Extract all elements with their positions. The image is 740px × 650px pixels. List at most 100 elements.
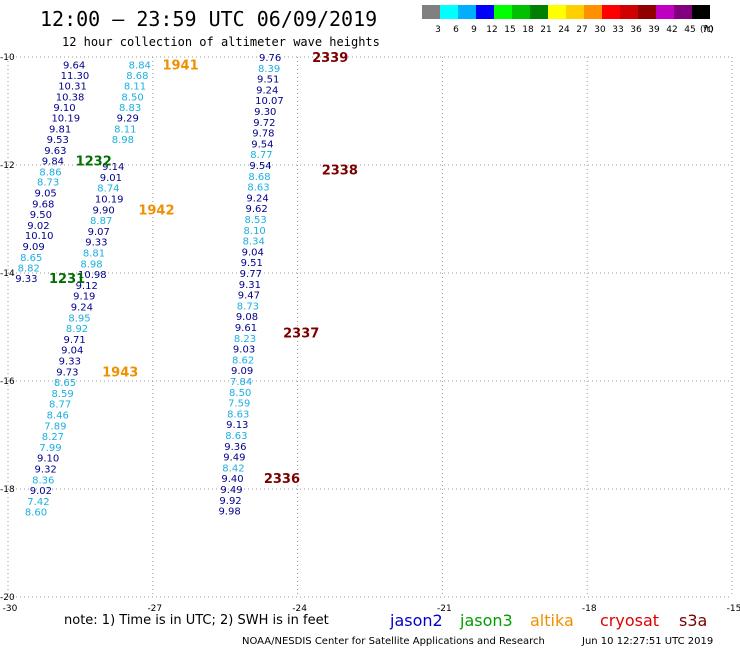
wave-height-value: 8.63 [227, 409, 249, 420]
wave-height-value: 8.98 [112, 135, 134, 146]
wave-height-value: 9.92 [219, 496, 241, 507]
wave-height-value: 9.68 [32, 199, 54, 210]
pass-time-label: 1943 [102, 365, 138, 380]
wave-height-value: 9.40 [221, 474, 243, 485]
wave-height-value: 9.14 [102, 162, 124, 173]
wave-height-value: 8.86 [39, 167, 61, 178]
legend-tick-label: 30 [594, 25, 606, 35]
wave-height-value: 8.68 [248, 172, 270, 183]
satellite-legend: jason2 jason3 altika cryosat s3a [389, 611, 707, 630]
wave-height-value: 9.33 [15, 274, 37, 285]
legend-swatch [620, 5, 638, 19]
wave-height-value: 9.09 [22, 242, 44, 253]
latitude-label: -10 [0, 53, 15, 63]
axis-labels: -30 -27 -24 -21 -18 -15 -10 -12 -14 -16 -18 -20 [0, 53, 740, 614]
longitude-label: -30 [3, 604, 18, 614]
wave-height-value: 7.42 [27, 497, 49, 508]
legend-swatch [458, 5, 476, 19]
legend-swatch [566, 5, 584, 19]
wave-height-value: 9.63 [44, 146, 66, 157]
wave-height-value: 9.62 [245, 204, 267, 215]
pass-time-label: 2336 [264, 472, 300, 487]
wave-height-value: 9.76 [259, 53, 281, 64]
wave-height-value: 11.30 [61, 71, 90, 82]
legend-tick-label: 21 [540, 25, 551, 35]
legend-tick-label: 15 [504, 25, 515, 35]
legend-tick-label: 70 [702, 25, 714, 35]
wave-height-value: 9.08 [236, 312, 258, 323]
wave-height-value: 8.59 [51, 389, 73, 400]
wave-height-value: 10.38 [56, 92, 85, 103]
footer-note: note: 1) Time is in UTC; 2) SWH is in fe… [64, 613, 329, 628]
pass-time-label: 1942 [138, 203, 174, 218]
latitude-label: -14 [0, 269, 15, 279]
legend-tick-label: 45 [684, 25, 695, 35]
wave-height-value: 9.19 [73, 292, 95, 303]
satellite-name-cryosat: cryosat [600, 611, 659, 630]
wave-height-value: 8.11 [114, 124, 136, 135]
wave-height-value: 9.10 [53, 103, 75, 114]
wave-height-value: 10.98 [78, 270, 107, 281]
wave-height-value: 9.61 [235, 323, 257, 334]
footer-timestamp: Jun 10 12:27:51 UTC 2019 [581, 636, 713, 647]
footer-credit: NOAA/NESDIS Center for Satellite Applica… [242, 636, 545, 647]
wave-height-value: 7.59 [228, 399, 250, 410]
wave-height-value: 8.92 [66, 324, 88, 335]
wave-height-value: 8.84 [129, 61, 151, 72]
wave-height-value: 8.10 [244, 226, 266, 237]
wave-height-value: 8.77 [250, 150, 272, 161]
wave-height-value: 9.47 [238, 291, 260, 302]
wave-height-value: 9.04 [242, 247, 264, 258]
wave-height-value: 9.02 [27, 221, 49, 232]
legend-swatch [494, 5, 512, 19]
longitude-label: -18 [582, 604, 597, 614]
legend-tick-label: 33 [612, 25, 623, 35]
wave-height-value: 9.01 [100, 173, 122, 184]
wave-height-value: 9.12 [76, 281, 98, 292]
latitude-label: -12 [0, 161, 15, 171]
wave-height-value: 10.07 [255, 96, 284, 107]
wave-height-value: 9.72 [253, 118, 275, 129]
wave-height-value: 9.53 [47, 135, 69, 146]
pass-time-tags: 1231 1941 1942 1943 1232 2339 2338 2337 2336 [49, 51, 358, 487]
wave-height-value: 9.90 [92, 205, 114, 216]
wave-height-value: 10.10 [25, 231, 54, 242]
wave-height-value: 8.62 [232, 355, 254, 366]
wave-height-value: 9.98 [218, 507, 240, 518]
wave-height-value: 9.51 [257, 75, 279, 86]
satellite-name-jason3: jason3 [459, 611, 513, 630]
pass-time-label: 2339 [312, 51, 348, 66]
wave-height-value: 9.54 [249, 161, 271, 172]
wave-height-value: 8.34 [243, 237, 265, 248]
wave-height-value: 9.49 [223, 453, 245, 464]
wave-height-value: 10.19 [51, 113, 80, 124]
color-scale-legend: 3 6 9 12 15 18 21 24 27 30 33 36 39 42 45 70 [422, 5, 714, 35]
lat-lon-grid [7, 56, 733, 598]
latitude-label: -20 [0, 593, 15, 603]
satellite-name-jason2: jason2 [389, 611, 443, 630]
wave-height-value: 7.84 [230, 377, 252, 388]
legend-tick-label: 12 [486, 25, 497, 35]
wave-height-value: 9.24 [246, 193, 268, 204]
wave-height-value: 9.77 [240, 269, 262, 280]
legend-tick-label: 42 [666, 25, 677, 35]
wave-height-value: 8.73 [37, 178, 59, 189]
wave-height-value: 7.99 [39, 443, 61, 454]
satellite-tracks: 9.6411.3010.3110.389.1010.199.819.539.63… [15, 53, 284, 519]
pass-time-label: 2337 [283, 326, 319, 341]
wave-height-value: 8.63 [247, 183, 269, 194]
wave-height-value: 9.30 [254, 107, 276, 118]
legend-swatch [638, 5, 656, 19]
wave-height-value: 8.27 [42, 432, 64, 443]
wave-height-value: 9.78 [252, 129, 274, 140]
legend-swatch [530, 5, 548, 19]
wave-height-value: 9.02 [30, 486, 52, 497]
wave-height-value: 9.33 [59, 356, 81, 367]
wave-height-value: 8.87 [90, 216, 112, 227]
wave-height-value: 8.23 [234, 334, 256, 345]
legend-swatch [440, 5, 458, 19]
wave-height-value: 9.84 [42, 157, 64, 168]
pass-time-label: 1941 [162, 59, 198, 74]
legend-tick-label: 18 [522, 25, 534, 35]
wave-height-value: 10.19 [95, 194, 124, 205]
